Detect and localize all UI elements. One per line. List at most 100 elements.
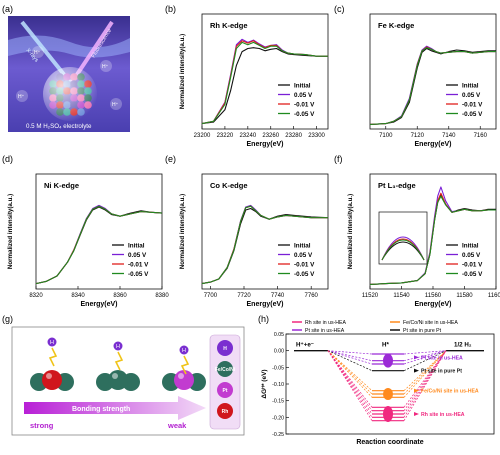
legend-label: Initial (294, 83, 311, 90)
x-tick-label: 7720 (237, 293, 251, 299)
legend-label: -0.05 V (294, 271, 315, 278)
panel-a: X-rays Fluorescence H⁺ H⁺ H⁺ H⁺ 0.5 M H₂… (8, 16, 130, 132)
legend-label: Initial (462, 243, 479, 250)
chart-d: 8320 8340 8360 8380 Energy(eV) Normalized int… (7, 173, 169, 308)
hydrogen-symbol: H (50, 340, 54, 346)
adsorption-models: H H H (30, 337, 206, 391)
legend-atom-label: Rh (222, 409, 229, 415)
y-axis-label: Normalized intensity(a.u.) (179, 194, 186, 269)
hplus-label: H⁺ (112, 102, 119, 108)
electrolyte-label: 0.5 M H₂SO₄ electrolyte (26, 123, 92, 130)
end-label-arrow (414, 412, 419, 416)
x-tick-label: 11560 (425, 293, 442, 299)
chart-c: 7100 7120 7140 7160 Energy(eV) Fe K-edge Initi… (369, 13, 497, 148)
legend-label: -0.05 V (462, 271, 483, 278)
panel-label-f: (f) (334, 154, 343, 164)
active-site-atom (174, 370, 194, 390)
hplus-bubble (16, 90, 28, 102)
pathway-dash (327, 350, 373, 391)
hydrogen-atom (113, 341, 123, 351)
rh-site-marker (383, 406, 393, 422)
x-tick-label: 7740 (271, 293, 285, 299)
plot-frame (369, 13, 497, 130)
state-label: H⁺+e⁻ (296, 342, 314, 349)
legend-label: Initial (462, 83, 479, 90)
zoom-inset (378, 211, 428, 265)
inset-curve (381, 239, 425, 261)
x-tick-label: 23220 (217, 133, 234, 139)
y-axis-label: Normalized intensity(a.u.) (347, 194, 354, 269)
legend-atom-label: Pt (223, 388, 228, 394)
hydrogen-symbol: H (182, 348, 186, 354)
pathway-dash (327, 350, 373, 365)
chart-e: 7700 7720 7740 7760 Energy(eV) Normalized int… (179, 173, 329, 308)
legend-atom (217, 340, 233, 356)
legend-label: 0.05 V (294, 92, 313, 99)
bonding-strength-label: Bonding strength (72, 406, 130, 413)
pathway-dash (403, 350, 447, 408)
y-tick-label: 0.05 (274, 332, 284, 338)
bond-bolt (48, 347, 58, 367)
end-label: Fe/Co/Ni site in us-HEA (421, 389, 479, 395)
pathway-dash (327, 350, 373, 415)
hplus-label: H⁺ (102, 64, 109, 70)
y-tick-label: -0.20 (272, 415, 284, 421)
x-tick-label: 23280 (285, 133, 302, 139)
edge-title: Rh K-edge (210, 21, 248, 30)
legend-label: 0.05 V (462, 92, 481, 99)
pathway-dash (403, 350, 447, 391)
x-tick-label: 8360 (113, 293, 127, 299)
x-tick-label: 7760 (305, 293, 319, 299)
fecoNi-site-marker (383, 388, 393, 400)
y-tick-label: -0.10 (272, 382, 284, 388)
legend-label: -0.01 V (462, 262, 483, 269)
legend-atom (217, 361, 233, 377)
pt-site-marker (383, 353, 393, 368)
legend-atom (217, 382, 233, 398)
edge-title: Ni K-edge (44, 181, 79, 190)
legend-label: Rh site in us-HEA (305, 320, 346, 326)
legend-label: -0.05 V (294, 111, 315, 118)
pathway-dash (403, 350, 447, 362)
x-tick-label: 11540 (393, 293, 410, 299)
pathway-dash (403, 350, 447, 421)
panel-label-c: (c) (334, 4, 345, 14)
pathway-dash (327, 350, 373, 362)
legend-label: -0.01 V (462, 102, 483, 109)
end-label: Pt site in us-HEA (421, 355, 463, 361)
panel-h: 0.05 0.00 -0.05 -0.10 -0.15 -0.20 -0.25 ΔGᴴ* (e… (261, 320, 495, 446)
xanes-charts: 23200 23220 23240 23260 23280 23300 Energy(eV)… (7, 13, 500, 308)
x-tick-label: 8340 (71, 293, 85, 299)
panel-label-b: (b) (165, 4, 176, 14)
hplus-label: H⁺ (34, 50, 41, 56)
pathway-dash (327, 350, 373, 418)
y-tick-label: -0.25 (272, 432, 284, 438)
pathway-dash (327, 350, 373, 371)
panel-g-frame (11, 326, 245, 436)
x-tick-label: 7160 (474, 133, 488, 139)
x-axis-label: Energy(eV) (415, 141, 452, 148)
x-tick-label: 7120 (411, 133, 425, 139)
end-label-arrow (414, 355, 419, 360)
x-axis-label: Energy(eV) (247, 301, 284, 308)
end-label: Rh site in us-HEA (421, 412, 465, 418)
y-tick-label: -0.05 (272, 365, 284, 371)
series-line (369, 47, 496, 125)
legend-atom-label: Fe/Co/Ni (215, 367, 236, 373)
panel-label-g: (g) (2, 314, 13, 324)
hydrogen-symbol: H (116, 344, 120, 350)
x-axis-label: Reaction coordinate (356, 439, 423, 446)
pathway-dash (403, 350, 447, 418)
state-label: H* (382, 342, 389, 349)
plot-frame (201, 13, 329, 130)
atom-shine (46, 373, 52, 379)
panel-label-a: (a) (2, 4, 13, 14)
x-tick-label: 8320 (29, 293, 43, 299)
panel-label-d: (d) (2, 154, 13, 164)
bond-bolt (180, 355, 190, 375)
legend-label: -0.01 V (294, 262, 315, 269)
pathway-dash (403, 350, 447, 355)
x-tick-label: 11520 (362, 293, 379, 299)
legend-label: Initial (294, 243, 311, 250)
